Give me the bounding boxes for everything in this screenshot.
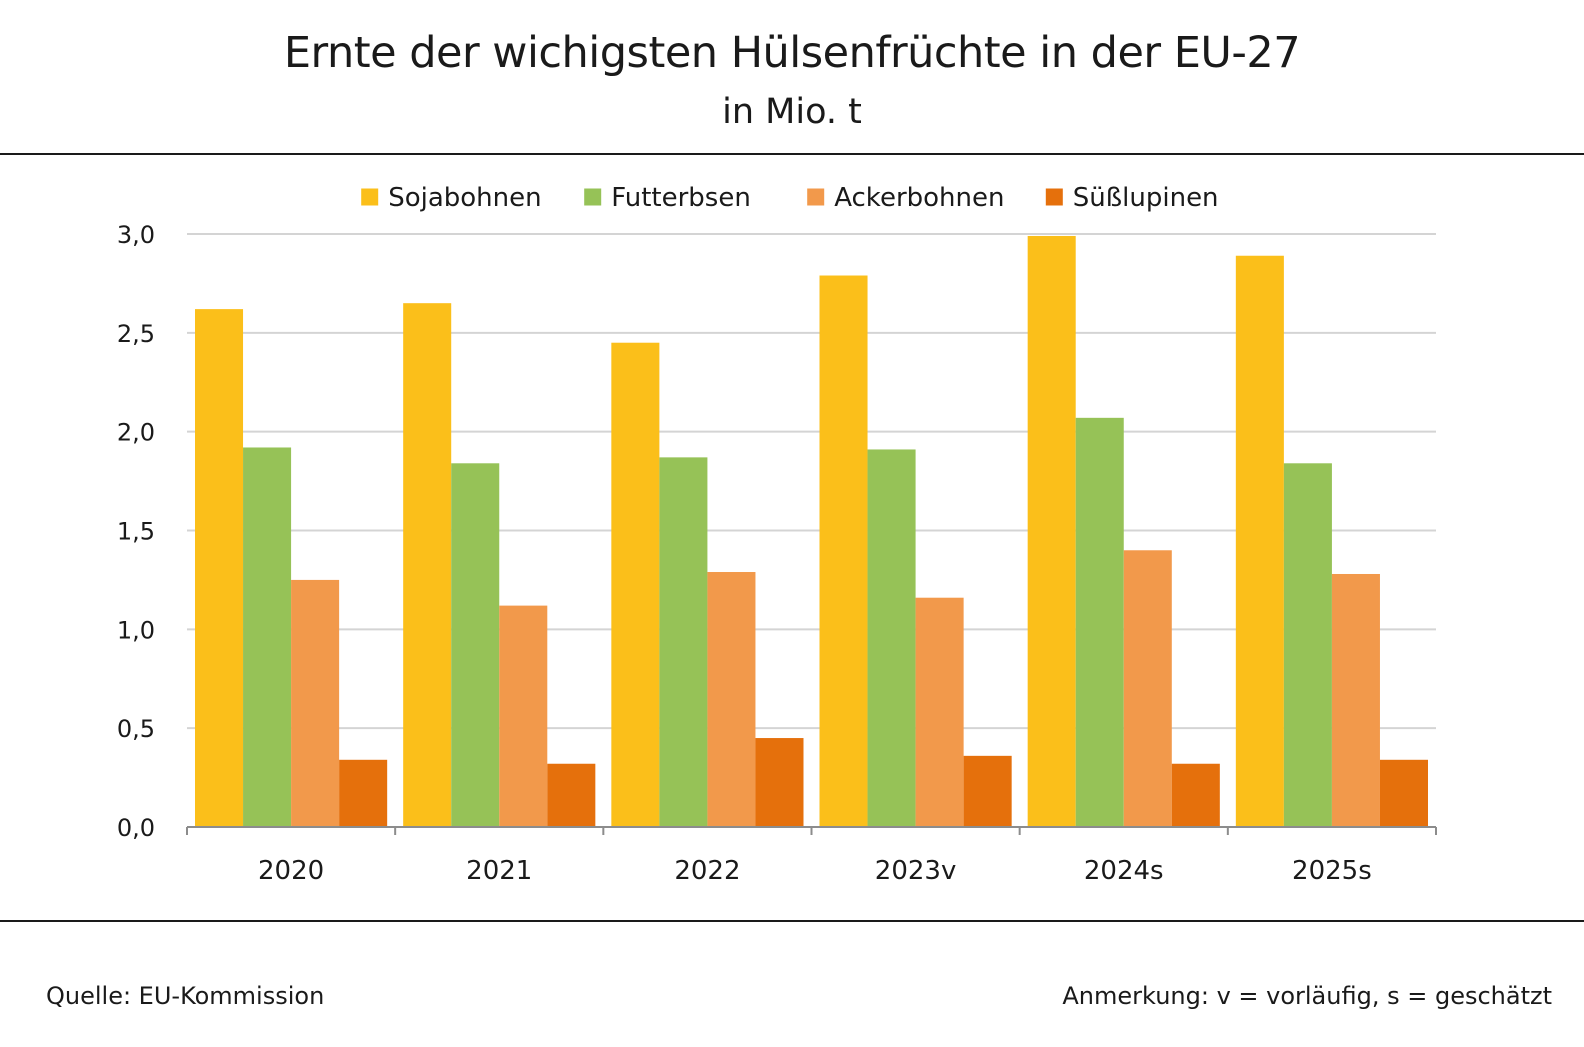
bar-sojabohnen-2023v xyxy=(819,275,868,827)
bar-sojabohnen-2021 xyxy=(403,303,452,827)
x-tick-label: 2020 xyxy=(258,856,324,886)
bar-futterbsen-2025s xyxy=(1283,463,1332,827)
bar-süßlupinen-2022 xyxy=(755,738,804,827)
x-tick-label: 2024s xyxy=(1084,856,1164,886)
y-tick-label: 3,0 xyxy=(117,221,155,249)
legend-swatch xyxy=(584,188,602,206)
x-tick-label: 2025s xyxy=(1292,856,1372,886)
y-tick-label: 1,0 xyxy=(117,616,155,644)
legend-label: Süßlupinen xyxy=(1073,183,1219,213)
bar-sojabohnen-2025s xyxy=(1235,255,1284,827)
bar-ackerbohnen-2025s xyxy=(1331,573,1380,827)
bar-süßlupinen-2023v xyxy=(963,755,1012,827)
x-axis-tick-labels: 2020 2021 2022 2023v 2024s 2025s xyxy=(258,856,1372,886)
bars xyxy=(195,235,1428,827)
bar-süßlupinen-2020 xyxy=(339,759,388,827)
bar-ackerbohnen-2021 xyxy=(499,605,548,827)
bar-süßlupinen-2021 xyxy=(547,763,596,827)
bar-ackerbohnen-2022 xyxy=(707,572,756,827)
x-tick-label: 2023v xyxy=(875,856,957,886)
legend-swatch xyxy=(361,188,379,206)
bar-futterbsen-2023v xyxy=(867,449,916,827)
bar-süßlupinen-2024s xyxy=(1171,763,1220,827)
y-tick-label: 2,5 xyxy=(117,320,155,348)
bar-ackerbohnen-2023v xyxy=(915,597,964,827)
footnote: Anmerkung: v = vorläufig, s = geschätzt xyxy=(1062,982,1552,1010)
legend-label: Sojabohnen xyxy=(388,183,541,213)
y-tick-label: 0,5 xyxy=(117,715,155,743)
bar-futterbsen-2024s xyxy=(1075,417,1124,827)
y-axis-tick-labels: 0,0 0,5 1,0 1,5 2,0 2,5 3,0 xyxy=(117,221,155,842)
y-tick-label: 1,5 xyxy=(117,518,155,546)
grid-lines xyxy=(187,233,1436,730)
source-note: Quelle: EU-Kommission xyxy=(46,982,325,1010)
bar-süßlupinen-2025s xyxy=(1379,759,1428,827)
bar-sojabohnen-2022 xyxy=(611,342,660,827)
x-tick-label: 2022 xyxy=(674,856,740,886)
bottom-divider xyxy=(0,920,1584,922)
bar-ackerbohnen-2020 xyxy=(291,579,340,827)
y-tick-label: 2,0 xyxy=(117,419,155,447)
legend-label: Futterbsen xyxy=(611,183,751,213)
x-axis xyxy=(186,826,1437,835)
chart-title: Ernte der wichigsten Hülsenfrüchte in de… xyxy=(283,28,1301,78)
bar-sojabohnen-2024s xyxy=(1027,235,1076,827)
bar-sojabohnen-2020 xyxy=(195,309,244,827)
legend-swatch xyxy=(1045,188,1063,206)
chart-subtitle: in Mio. t xyxy=(722,92,862,132)
x-tick-label: 2021 xyxy=(466,856,532,886)
bar-ackerbohnen-2024s xyxy=(1123,550,1172,827)
y-tick-label: 0,0 xyxy=(117,814,155,842)
top-divider xyxy=(0,153,1584,155)
legend: Sojabohnen Futterbsen Ackerbohnen Süßlupine… xyxy=(361,183,1219,213)
legend-swatch xyxy=(807,188,825,206)
legend-label: Ackerbohnen xyxy=(834,183,1004,213)
bar-futterbsen-2022 xyxy=(659,457,708,827)
bar-futterbsen-2020 xyxy=(243,447,292,827)
bar-futterbsen-2021 xyxy=(451,463,500,827)
